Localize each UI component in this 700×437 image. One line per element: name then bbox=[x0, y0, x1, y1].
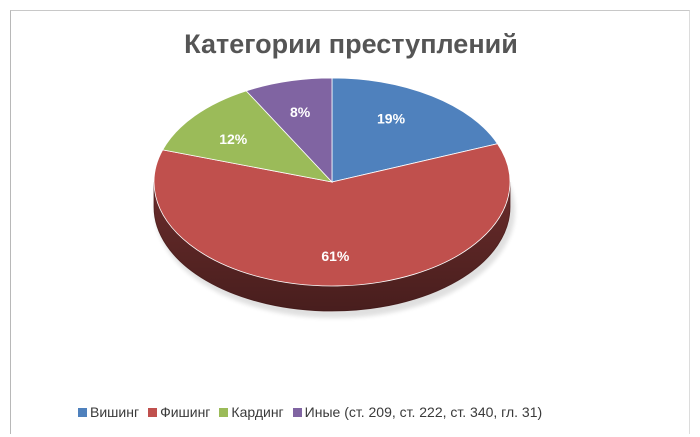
pie-slice-3 bbox=[245, 77, 333, 184]
pie-data-label-2: 12% bbox=[219, 131, 248, 147]
pie-data-label-3: 8% bbox=[290, 104, 311, 120]
pie-data-label-1: 61% bbox=[321, 248, 350, 264]
legend-label-3: Иные (ст. 209, ст. 222, ст. 340, гл. 31) bbox=[304, 404, 543, 420]
legend-label-1: Фишинг bbox=[160, 404, 211, 420]
legend-swatch-1 bbox=[148, 407, 158, 417]
chart-title: Категории преступлений bbox=[184, 29, 518, 59]
legend-swatch-0 bbox=[78, 407, 87, 417]
legend-label-2: Кардинг bbox=[231, 404, 284, 420]
legend-label-0: Вишинг bbox=[90, 404, 140, 420]
pie-data-label-0: 19% bbox=[377, 111, 406, 127]
pie-label-group: 19% 61% 12% 8% bbox=[219, 104, 405, 264]
pie-slice-0 bbox=[331, 77, 499, 183]
legend-item-0: Вишинг bbox=[78, 404, 139, 420]
legend-swatch-2 bbox=[219, 407, 229, 417]
legend-item-1: Фишинг bbox=[148, 404, 210, 420]
legend-item-3: Иные (ст. 209, ст. 222, ст. 340, гл. 31) bbox=[292, 404, 543, 420]
chart-legend: Вишинг Фишинг Кардинг Иные (ст. 209, ст. 22… bbox=[78, 403, 638, 421]
legend-swatch-3 bbox=[292, 407, 302, 417]
pie-top-group bbox=[153, 77, 511, 287]
legend-item-2: Кардинг bbox=[219, 404, 284, 420]
pie-side-shade-1 bbox=[154, 182, 510, 311]
pie-slice-2 bbox=[162, 90, 334, 183]
pie-slice-1 bbox=[153, 143, 511, 287]
